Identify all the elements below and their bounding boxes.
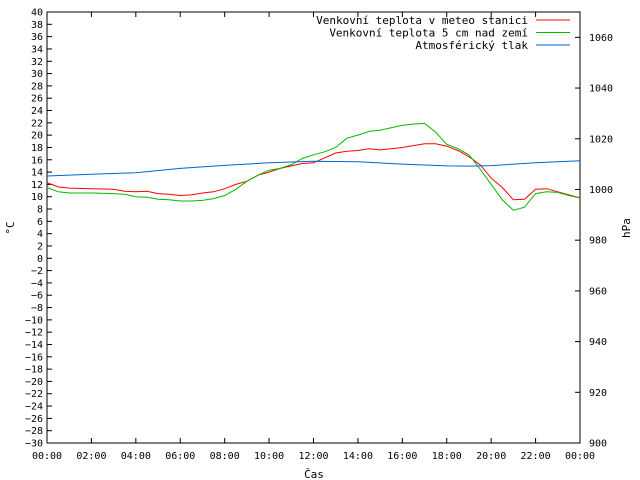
legend-label-2: Venkovní teplota 5 cm nad zemí <box>329 27 528 40</box>
right-axis-ticks: 900 920 940 960 980 1000 1020 1040 1060 <box>575 33 613 450</box>
y-tick-label: 16 <box>31 155 43 166</box>
y-tick-label: −28 <box>25 426 43 437</box>
y-tick-label: 10 <box>31 192 43 203</box>
legend-label-3: Atmosférický tlak <box>415 39 528 52</box>
y-tick-label: −6 <box>31 291 43 302</box>
y-tick-label: 34 <box>31 44 43 55</box>
y2-tick-label: 900 <box>589 439 607 450</box>
y-axis-title: °C <box>4 221 17 234</box>
y-tick-label: −10 <box>25 315 43 326</box>
y-tick-label: −30 <box>25 439 43 450</box>
y-tick-label: 30 <box>31 69 43 80</box>
y-tick-label: −8 <box>31 303 43 314</box>
series-line-2 <box>46 122 581 211</box>
series-line-1 <box>46 143 581 201</box>
y-tick-label: −22 <box>25 389 43 400</box>
x-tick-label: 14:00 <box>343 451 373 462</box>
x-tick-label: 12:00 <box>298 451 328 462</box>
x-tick-label: 02:00 <box>76 451 106 462</box>
series-lines <box>46 122 581 211</box>
y-tick-label: −14 <box>25 340 43 351</box>
y-tick-label: 32 <box>31 57 43 68</box>
x-tick-label: 08:00 <box>210 451 240 462</box>
y2-tick-label: 940 <box>589 337 607 348</box>
y-tick-label: 4 <box>37 229 43 240</box>
y2-tick-label: 1060 <box>589 33 613 44</box>
legend-label-1: Venkovní teplota v meteo stanici <box>316 14 528 27</box>
plot-frame <box>46 11 581 444</box>
series-line-3 <box>46 160 581 177</box>
y-tick-label: −18 <box>25 365 43 376</box>
y-tick-label: −16 <box>25 352 43 363</box>
y-tick-label: 2 <box>37 241 43 252</box>
y2-tick-label: 960 <box>589 286 607 297</box>
left-axis-ticks: −30−28−26−24−22−20−18−16−14−12−10−8−6−4−… <box>25 8 52 450</box>
y-tick-label: −20 <box>25 377 43 388</box>
y-tick-label: 12 <box>31 180 43 191</box>
x-tick-label: 04:00 <box>121 451 151 462</box>
y-tick-label: 6 <box>37 217 43 228</box>
y2-tick-label: 980 <box>589 236 607 247</box>
y-tick-label: 24 <box>31 106 43 117</box>
y-tick-label: 8 <box>37 205 43 216</box>
x-tick-label: 00:00 <box>32 451 62 462</box>
y-tick-label: 18 <box>31 143 43 154</box>
y-tick-label: 20 <box>31 131 43 142</box>
y-tick-label: −2 <box>31 266 43 277</box>
y-tick-label: 28 <box>31 81 43 92</box>
y-tick-label: −24 <box>25 402 43 413</box>
y-tick-label: 38 <box>31 20 43 31</box>
y2-tick-label: 1000 <box>589 185 613 196</box>
x-tick-label: 22:00 <box>521 451 551 462</box>
x-tick-label: 10:00 <box>254 451 284 462</box>
x-axis-title: Čas <box>304 468 324 480</box>
y-tick-label: −4 <box>31 278 43 289</box>
x-tick-label: 18:00 <box>432 451 462 462</box>
x-tick-label: 00:00 <box>565 451 595 462</box>
y-tick-label: 22 <box>31 118 43 129</box>
y-tick-label: 0 <box>37 254 43 265</box>
x-tick-label: 20:00 <box>476 451 506 462</box>
x-tick-label: 16:00 <box>387 451 417 462</box>
y2-tick-label: 1040 <box>589 84 613 95</box>
x-tick-label: 06:00 <box>165 451 195 462</box>
plot-border <box>46 11 581 444</box>
y-tick-label: 36 <box>31 32 43 43</box>
y2-axis-title: hPa <box>620 218 633 238</box>
y-tick-label: −26 <box>25 414 43 425</box>
legend: Venkovní teplota v meteo staniciVenkovní… <box>316 14 570 52</box>
y-tick-label: −12 <box>25 328 43 339</box>
x-axis-ticks: 00:00 02:00 04:00 06:00 08:00 10:00 12:00 14:00… <box>32 12 595 462</box>
y2-tick-label: 920 <box>589 388 607 399</box>
y-tick-label: 40 <box>31 8 43 19</box>
y-tick-label: 14 <box>31 168 43 179</box>
y2-tick-label: 1020 <box>589 134 613 145</box>
y-tick-label: 26 <box>31 94 43 105</box>
